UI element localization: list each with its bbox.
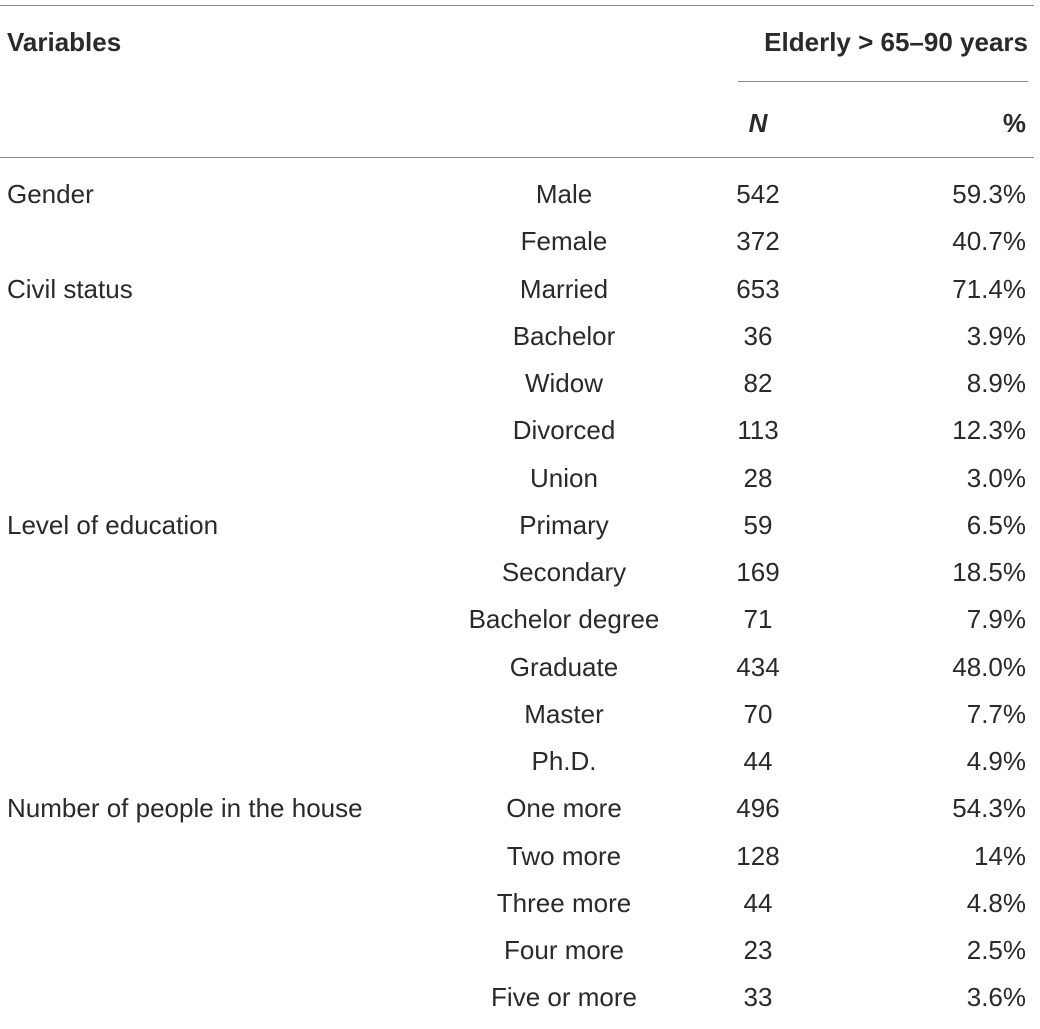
row-category: Five or more [491,982,637,1013]
table-row: Widow 82 8.9% [0,368,1040,415]
row-percent-value: 3.9% [966,320,1026,351]
row-category: Bachelor [512,320,616,351]
row-percent-value: 7.9% [966,604,1026,635]
table-row: Master 70 7.7% [0,699,1040,746]
row-percent-value: 48.0% [952,651,1026,682]
row-category: Bachelor degree [468,604,660,635]
row-category: Graduate [509,651,619,682]
table-row: Divorced 113 12.3% [0,415,1040,462]
header-variables: Variables [7,27,122,57]
row-category: Four more [504,935,624,965]
group-header-rule [738,81,1028,82]
row-n-value: 169 [736,557,780,587]
row-n-value: 44 [743,887,773,918]
row-percent-value: 59.3% [952,179,1026,209]
row-n-value: 496 [736,793,780,824]
table-row: Number of people in the house One more 496… [0,793,1040,840]
row-category: Female [520,226,608,257]
table-row: Union 28 3.0% [0,463,1040,510]
row-category: Married [519,273,609,304]
table-row: Female 372 40.7% [0,226,1040,273]
row-percent-value: 40.7% [952,226,1026,257]
row-category: Male [535,179,593,209]
row-percent-value: 7.7% [966,698,1026,729]
row-variable: Level of education [7,509,219,540]
table-row: Level of education Primary 59 6.5% [0,510,1040,557]
row-n-value: 28 [743,462,773,493]
row-n-value: 653 [736,273,780,304]
header-percent: % [1002,108,1026,138]
row-category: Divorced [512,415,616,446]
row-category: Secondary [501,557,627,587]
row-n-value: 70 [743,698,773,729]
row-n-value: 372 [736,226,780,257]
table-row: Civil status Married 653 71.4% [0,274,1040,321]
row-n-value: 434 [736,651,780,682]
row-n-value: 33 [743,982,773,1013]
table-row: Bachelor degree 71 7.9% [0,604,1040,651]
table-row: Gender Male 542 59.3% [0,179,1040,226]
row-category: Union [530,462,598,493]
row-n-value: 36 [743,320,773,351]
row-category: One more [506,793,622,824]
table-row: Ph.D. 44 4.9% [0,746,1040,793]
row-variable: Gender [7,179,94,209]
row-category: Two more [506,840,622,871]
table-row: Five or more 33 3.6% [0,982,1040,1029]
row-percent-value: 3.0% [966,462,1026,493]
row-percent-value: 4.9% [966,746,1026,776]
row-n-value: 44 [743,746,773,776]
row-category: Primary [519,509,609,540]
table-row: Secondary 169 18.5% [0,557,1040,604]
table-row: Two more 128 14% [0,841,1040,888]
row-category: Three more [496,887,632,918]
row-percent-value: 2.5% [966,935,1026,965]
header-n: N [748,108,768,138]
row-category: Widow [524,368,604,398]
table-row: Four more 23 2.5% [0,935,1040,982]
row-n-value: 82 [743,368,773,398]
row-n-value: 71 [743,604,773,635]
row-n-value: 128 [736,840,780,871]
header-group-elderly: Elderly > 65–90 years [764,27,1028,57]
row-percent-value: 8.9% [966,368,1026,398]
row-n-value: 113 [737,415,779,446]
row-percent-value: 6.5% [966,509,1026,540]
row-n-value: 59 [743,509,773,540]
row-variable: Number of people in the house [7,793,363,824]
row-variable: Civil status [7,273,133,304]
table-row: Bachelor 36 3.9% [0,321,1040,368]
row-percent-value: 18.5% [952,557,1026,587]
table-row: Three more 44 4.8% [0,888,1040,935]
row-percent-value: 54.3% [952,793,1026,824]
row-category: Ph.D. [531,746,597,776]
row-percent-value: 14% [973,840,1026,871]
row-percent-value: 12.3% [952,415,1026,446]
row-percent-value: 4.8% [966,887,1026,918]
table-row: Graduate 434 48.0% [0,652,1040,699]
row-percent-value: 3.6% [966,982,1026,1013]
row-percent-value: 71.4% [952,273,1026,304]
row-n-value: 23 [743,935,773,965]
row-category: Master [524,698,604,729]
table-top-rule [0,5,1034,6]
row-n-value: 542 [736,179,780,209]
header-bottom-rule [0,157,1034,158]
